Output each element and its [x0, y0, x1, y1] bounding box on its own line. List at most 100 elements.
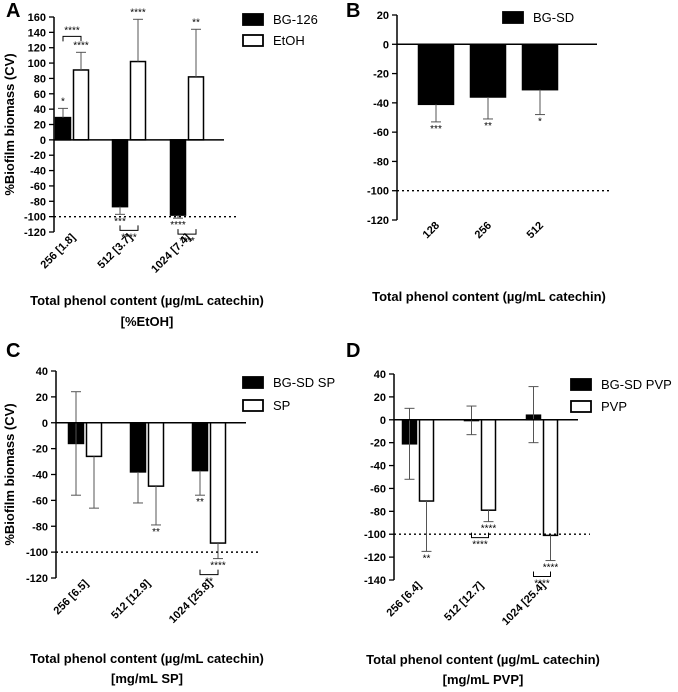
x-tick-label: 256 [6.4] [385, 579, 425, 619]
comparison-bracket [199, 569, 219, 576]
significance-label: **** [170, 220, 186, 231]
y-tick-label: -100 [367, 186, 389, 198]
legend-swatch [570, 378, 592, 391]
bar-bg-126 [169, 139, 187, 216]
comparison-bracket [177, 229, 197, 235]
bar-bg-sd-sp [191, 422, 209, 472]
comparison-bracket [119, 225, 139, 231]
significance-label: *** [114, 216, 126, 227]
significance-label: * [61, 96, 65, 107]
bracket-significance-label: **** [534, 579, 550, 590]
y-tick-label: -60 [373, 127, 389, 139]
y-tick-label: 20 [34, 120, 46, 132]
legend-swatch [242, 399, 264, 412]
y-tick-label: 20 [377, 10, 389, 22]
y-tick-label: -120 [26, 573, 48, 585]
panel-c: C %Biofilm biomass (CV) -120 -100 -80 -60 -40 -… [2, 340, 335, 686]
legend-swatch [502, 11, 524, 24]
y-tick-label: 100 [28, 58, 46, 70]
y-tick-label: -20 [32, 444, 48, 456]
significance-label: **** [543, 563, 559, 574]
significance-label: *** [430, 124, 442, 135]
legend-label: PVP [601, 399, 627, 414]
panel-d: D-140-120-100-80-60-40-2002040**********… [346, 340, 672, 687]
y-tick-label: -100 [26, 547, 48, 559]
bar-sp [209, 422, 227, 544]
y-tick-label: -120 [367, 215, 389, 227]
significance-label: ** [423, 553, 431, 564]
y-tick-label: -120 [364, 552, 386, 564]
significance-label: ** [192, 17, 200, 28]
bar-etoh [72, 69, 90, 141]
y-tick-label: -80 [32, 521, 48, 533]
x-tick-label: 256 [6.5] [52, 577, 92, 617]
x-axis-subtitle: [mg/mL PVP] [443, 672, 524, 687]
x-tick-label: 1024 [25.8] [167, 577, 216, 626]
legend-swatch [242, 34, 264, 47]
y-tick-label: 120 [28, 43, 46, 55]
y-tick-label: -40 [370, 461, 386, 473]
legend-label: SP [273, 398, 290, 413]
significance-label: **** [130, 7, 146, 18]
y-tick-label: 140 [28, 27, 46, 39]
y-axis-title: %Biofilm biomass (CV) [2, 403, 17, 545]
bar-etoh [187, 76, 205, 141]
y-tick-label: 80 [34, 73, 46, 85]
significance-label: ** [484, 121, 492, 132]
x-tick-label: 1024 [25.4] [500, 579, 549, 628]
bar-pvp [480, 419, 497, 511]
y-tick-label: 40 [36, 366, 48, 378]
y-tick-label: -80 [30, 196, 46, 208]
panel-letter: C [6, 340, 20, 362]
y-tick-label: -60 [32, 495, 48, 507]
x-tick-label: 512 [525, 220, 546, 241]
bracket-significance-label: **** [64, 25, 80, 36]
y-tick-label: -140 [364, 575, 386, 587]
x-tick-label: 512 [3.7] [96, 231, 136, 271]
y-axis-title: %Biofilm biomass (CV) [2, 53, 17, 195]
y-tick-label: -80 [373, 156, 389, 168]
comparison-bracket [62, 35, 82, 42]
bar-pvp [418, 419, 435, 502]
bar-sp [147, 422, 165, 487]
bar-bg-126 [111, 139, 129, 208]
significance-label: * [538, 117, 542, 128]
legend-label: BG-SD [533, 10, 574, 25]
y-tick-label: 60 [34, 89, 46, 101]
comparison-bracket [533, 571, 551, 578]
significance-label: **** [73, 40, 89, 51]
significance-label: **** [210, 561, 226, 572]
x-tick-label: 512 [12.7] [442, 579, 486, 623]
y-tick-label: -120 [24, 227, 46, 239]
legend-swatch [570, 400, 592, 413]
legend-label: BG-SD SP [273, 375, 335, 390]
y-tick-label: -40 [30, 166, 46, 178]
x-axis-title: Total phenol content (µg/mL catechin) [366, 652, 600, 667]
significance-label: ** [152, 527, 160, 538]
y-tick-label: 0 [42, 418, 48, 430]
x-tick-label: 256 [473, 220, 494, 241]
x-tick-label: 512 [12.9] [109, 577, 153, 621]
panel-letter: D [346, 340, 360, 362]
y-tick-label: -40 [32, 470, 48, 482]
panel-a: A %Biofilm biomass (CV) -120 -100 -80 -60 -40 -… [2, 0, 318, 329]
bar-bg-sd [469, 43, 507, 98]
y-tick-label: 20 [36, 392, 48, 404]
panel-letter: B [346, 0, 360, 22]
y-tick-label: -60 [370, 483, 386, 495]
bracket-significance-label: **** [179, 236, 195, 247]
legend-label: BG-SD PVP [601, 377, 672, 392]
x-tick-label: 128 [421, 220, 442, 241]
legend-label: EtOH [273, 33, 305, 48]
y-tick-label: 0 [40, 135, 46, 147]
y-tick-label: 0 [380, 415, 386, 427]
bar-bg-sd-sp [129, 422, 147, 473]
y-tick-label: -60 [30, 181, 46, 193]
y-tick-label: -20 [373, 69, 389, 81]
significance-label: ** [196, 497, 204, 508]
x-axis-subtitle: [mg/mL SP] [111, 671, 183, 686]
x-axis-title: Total phenol content (µg/mL catechin) [30, 293, 264, 308]
